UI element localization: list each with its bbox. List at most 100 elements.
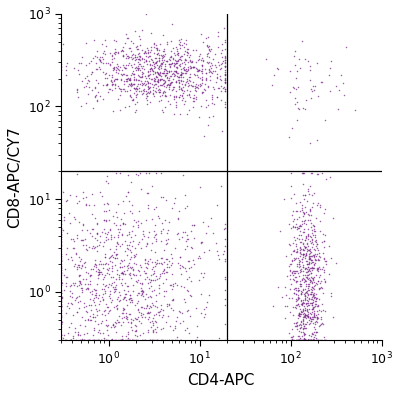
Point [134, 87, 140, 93]
Point [298, 324, 304, 330]
Point [139, 281, 146, 287]
Point [109, 252, 115, 258]
Point [125, 261, 132, 268]
Point [144, 205, 151, 211]
Point [203, 59, 210, 65]
Point [144, 303, 150, 309]
Point [291, 337, 298, 344]
Point [58, 313, 64, 319]
Point [92, 290, 99, 297]
Point [82, 337, 88, 344]
Point [83, 201, 89, 207]
Point [58, 303, 64, 309]
Point [121, 248, 128, 254]
Point [201, 248, 207, 255]
Point [104, 337, 110, 344]
Point [100, 295, 107, 302]
Point [315, 303, 321, 309]
Point [105, 332, 112, 338]
Point [128, 337, 135, 344]
Point [131, 80, 138, 87]
Point [311, 282, 318, 288]
Point [131, 216, 137, 223]
Point [103, 43, 110, 50]
Point [310, 304, 316, 310]
Point [148, 293, 154, 300]
Point [72, 216, 78, 223]
Point [298, 291, 305, 297]
Point [199, 39, 206, 45]
Point [295, 225, 301, 231]
Point [114, 250, 120, 257]
Point [58, 67, 64, 73]
Point [222, 71, 228, 77]
Point [164, 70, 170, 77]
Point [219, 54, 226, 60]
Point [312, 319, 318, 325]
Point [310, 306, 316, 312]
Point [155, 285, 162, 292]
Point [96, 330, 103, 336]
Point [154, 74, 160, 80]
Point [313, 329, 319, 335]
Point [160, 81, 166, 87]
Point [297, 306, 303, 312]
Point [153, 237, 159, 244]
Point [289, 295, 295, 301]
Point [308, 318, 314, 324]
Point [75, 332, 81, 339]
Point [76, 272, 83, 278]
Point [288, 336, 295, 342]
Point [318, 170, 325, 177]
Point [58, 261, 64, 267]
Point [146, 90, 152, 96]
Point [159, 82, 166, 88]
Point [294, 292, 301, 299]
Point [59, 226, 66, 233]
Point [145, 80, 151, 86]
Point [172, 51, 179, 58]
Point [293, 86, 299, 92]
Point [301, 229, 307, 235]
Point [175, 50, 181, 56]
Point [300, 268, 306, 274]
Point [112, 64, 119, 70]
Point [150, 59, 156, 66]
Point [104, 322, 110, 329]
Point [308, 270, 314, 276]
Point [307, 207, 314, 213]
Point [89, 331, 96, 338]
Point [153, 74, 160, 81]
Point [108, 337, 114, 344]
Point [193, 96, 199, 103]
Point [156, 64, 162, 70]
Point [94, 237, 100, 243]
Point [153, 235, 160, 242]
Point [118, 270, 124, 276]
Point [129, 299, 135, 305]
Point [63, 198, 69, 204]
Point [93, 268, 99, 274]
Point [174, 231, 180, 237]
Point [322, 279, 328, 286]
Point [303, 337, 309, 344]
Point [294, 337, 300, 344]
Point [158, 64, 164, 71]
Point [157, 308, 164, 314]
Point [138, 285, 144, 292]
Point [196, 67, 202, 73]
Point [158, 170, 164, 177]
Point [181, 44, 188, 51]
Point [312, 314, 318, 320]
Point [58, 307, 64, 314]
Point [182, 56, 188, 62]
Point [119, 270, 126, 276]
Point [316, 273, 322, 280]
Point [304, 294, 310, 301]
Point [58, 257, 64, 263]
Point [219, 47, 225, 53]
Point [119, 337, 125, 344]
Point [294, 224, 300, 230]
Point [85, 91, 91, 98]
Point [155, 49, 161, 56]
